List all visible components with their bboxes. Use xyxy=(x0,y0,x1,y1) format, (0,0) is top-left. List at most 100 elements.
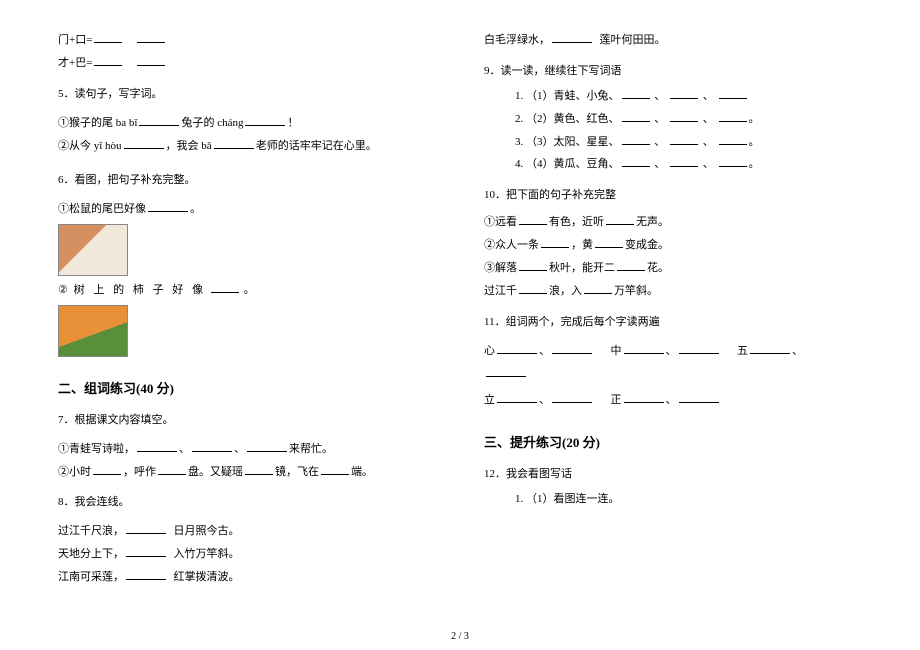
q9-4: （4）黄瓜、豆角、 xyxy=(526,158,620,170)
q8-line4: 白毛浮绿水， 莲叶何田田。 xyxy=(484,30,862,51)
q5-1a: ①猴子的尾 ba bǐ xyxy=(58,117,137,129)
blank xyxy=(148,202,188,212)
q10-line1: ①远看 有色，近听 无声。 xyxy=(484,212,862,233)
q9-1: （1）青蛙、小兔、 xyxy=(526,90,620,102)
page-footer: 2 / 3 xyxy=(0,631,920,642)
blank xyxy=(126,524,166,534)
q6-1: ①松鼠的尾巴好像 xyxy=(58,203,146,215)
q8-4a: 白毛浮绿水， xyxy=(484,34,550,46)
q11-line1: 心、 中、 五、 xyxy=(484,341,862,362)
blank xyxy=(192,442,232,452)
q9-item-4: （4）黄瓜、豆角、 、 、 。 xyxy=(526,154,862,175)
q11-line1b xyxy=(484,364,862,385)
q5-line1: ①猴子的尾 ba bǐ 兔子的 cháng ！ xyxy=(58,113,436,134)
q7-2c: 盘。又疑瑶 xyxy=(188,466,243,478)
sep: 、 xyxy=(792,345,803,357)
q10-line3: ③解落秋叶，能开二花。 xyxy=(484,258,862,279)
q8-line1: 过江千尺浪， 日月照今古。 xyxy=(58,521,436,542)
squirrel-image xyxy=(58,224,128,276)
q10-3a: ③解落 xyxy=(484,262,517,274)
blank xyxy=(94,56,122,66)
blank xyxy=(245,465,273,475)
sep: 、 xyxy=(700,90,717,102)
q6-2pre: ② xyxy=(58,284,71,296)
q5-2b: ，我会 bǎ xyxy=(166,140,212,152)
blank xyxy=(126,570,166,580)
period: 。 xyxy=(749,136,760,148)
blank xyxy=(139,116,179,126)
blank xyxy=(552,344,592,354)
q6-line1: ①松鼠的尾巴好像。 xyxy=(58,199,436,220)
q9-list: （1）青蛙、小兔、 、 、 （2）黄色、红色、 、 、 。 （3）太阳、星星、 … xyxy=(484,86,862,176)
blank xyxy=(679,344,719,354)
sep: 、 xyxy=(652,90,669,102)
q8-1b: 日月照今古。 xyxy=(174,525,240,537)
q7-1c: 、 xyxy=(234,443,245,455)
q10-4b: 浪，入 xyxy=(549,285,582,297)
q5-2c: 老师的话牢牢记在心里。 xyxy=(256,140,377,152)
q6-2end: 。 xyxy=(244,284,258,296)
q4b-text: 才+巴= xyxy=(58,57,92,69)
q12-title: 12．我会看图写话 xyxy=(484,464,862,485)
blank xyxy=(214,139,254,149)
q5-1c: ！ xyxy=(287,117,298,129)
blank xyxy=(617,261,645,271)
q4-line-a: 门+口= xyxy=(58,30,436,51)
sep: 、 xyxy=(666,394,677,406)
q8-2a: 天地分上下， xyxy=(58,548,124,560)
q9-item-3: （3）太阳、星星、 、 、 。 xyxy=(526,132,862,153)
period: 。 xyxy=(749,113,760,125)
blank xyxy=(245,116,285,126)
blank xyxy=(552,33,592,43)
blank xyxy=(126,547,166,557)
q11-3: 五 xyxy=(737,345,748,357)
blank xyxy=(670,89,698,99)
q12-list: （1）看图连一连。 xyxy=(484,489,862,510)
q12-item-1: （1）看图连一连。 xyxy=(526,489,862,510)
q10-line4: 过江千浪，入万竿斜。 xyxy=(484,281,862,302)
blank xyxy=(624,394,664,404)
blank xyxy=(670,158,698,168)
q10-1b: 有色，近听 xyxy=(549,216,604,228)
sep: 、 xyxy=(652,113,669,125)
blank xyxy=(321,465,349,475)
q10-1a: ①远看 xyxy=(484,216,517,228)
q10-2a: ②众人一条 xyxy=(484,239,539,251)
q10-3b: 秋叶，能开二 xyxy=(549,262,615,274)
q5-title: 5．读句子，写字词。 xyxy=(58,84,436,105)
sep: 、 xyxy=(700,158,717,170)
sep: 、 xyxy=(666,345,677,357)
q9-2: （2）黄色、红色、 xyxy=(526,113,620,125)
blank xyxy=(486,367,526,377)
blank xyxy=(606,215,634,225)
q9-item-2: （2）黄色、红色、 、 、 。 xyxy=(526,109,862,130)
q8-line3: 江南可采莲， 红掌拨清波。 xyxy=(58,567,436,588)
q11-4: 立 xyxy=(484,394,495,406)
q8-3b: 红掌拨清波。 xyxy=(174,571,240,583)
q4-line-b: 才+巴= xyxy=(58,53,436,74)
q8-title: 8．我会连线。 xyxy=(58,492,436,513)
blank xyxy=(670,135,698,145)
persimmon-image xyxy=(58,305,128,357)
sep: 、 xyxy=(700,136,717,148)
blank xyxy=(94,33,122,43)
sep: 、 xyxy=(539,394,550,406)
blank xyxy=(497,394,537,404)
blank xyxy=(584,284,612,294)
q11-title: 11．组词两个，完成后每个字读两遍 xyxy=(484,312,862,333)
blank xyxy=(519,284,547,294)
blank xyxy=(211,283,239,293)
blank xyxy=(595,238,623,248)
blank xyxy=(247,442,287,452)
blank xyxy=(137,33,165,43)
q5-1b: 兔子的 cháng xyxy=(181,117,243,129)
blank xyxy=(719,158,747,168)
q9-title: 9．读一读，继续往下写词语 xyxy=(484,61,862,82)
q12-1: （1）看图连一连。 xyxy=(526,493,620,505)
q7-2d: 镜，飞在 xyxy=(275,466,319,478)
q7-line1: ①青蛙写诗啦，、、来帮忙。 xyxy=(58,439,436,460)
blank xyxy=(158,465,186,475)
q10-1c: 无声。 xyxy=(636,216,669,228)
right-column: 白毛浮绿水， 莲叶何田田。 9．读一读，继续往下写词语 （1）青蛙、小兔、 、 … xyxy=(484,28,862,590)
period: 。 xyxy=(749,158,760,170)
